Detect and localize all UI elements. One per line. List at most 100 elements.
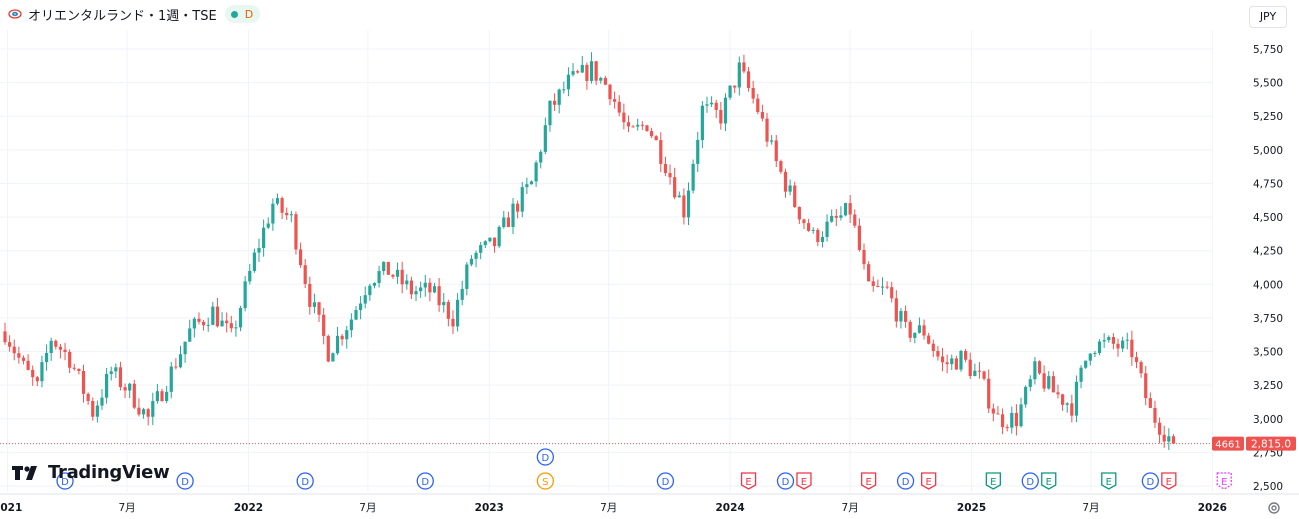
candle-body — [834, 215, 838, 218]
y-tick-label: 5,000 — [1253, 145, 1283, 157]
event-marker-d[interactable]: D — [776, 472, 795, 490]
event-marker-eg[interactable]: E — [985, 472, 1001, 490]
event-circle — [416, 472, 434, 490]
candle-body — [114, 367, 118, 372]
candle-body — [1037, 361, 1042, 374]
candle-body — [492, 237, 497, 247]
candle-body — [719, 109, 723, 124]
candle-body — [363, 295, 367, 304]
event-marker-eg[interactable]: E — [1101, 472, 1117, 490]
candle-body — [649, 131, 654, 137]
candle-body — [1000, 414, 1005, 428]
candle-body — [294, 214, 298, 250]
event-marker-ef[interactable]: E — [1216, 472, 1232, 490]
event-marker-er[interactable]: E — [860, 472, 877, 490]
candle-body — [543, 125, 547, 152]
candle-body — [862, 249, 866, 265]
event-label: D — [421, 477, 429, 488]
candle-body — [174, 366, 178, 368]
candle-body — [622, 112, 626, 123]
candle-body — [562, 89, 566, 91]
candle-body — [723, 97, 728, 124]
candle-body — [816, 229, 820, 243]
candle-body — [479, 245, 483, 253]
candle-body — [779, 161, 783, 172]
x-tick-label: 2024 — [715, 502, 744, 514]
event-marker-eg[interactable]: E — [1041, 472, 1057, 490]
event-marker-d[interactable]: D — [1141, 472, 1159, 490]
candle-body — [229, 323, 233, 329]
event-marker-d[interactable]: D — [296, 472, 314, 490]
event-marker-d[interactable]: D — [416, 472, 434, 490]
x-tick-label: 7月 — [600, 502, 617, 514]
candle-body — [109, 371, 113, 374]
candle-body — [340, 335, 344, 340]
y-tick-label: 4,250 — [1253, 246, 1283, 258]
candle-body — [899, 311, 903, 322]
candle-body — [100, 397, 104, 406]
candle-body — [1153, 407, 1157, 423]
candle-body — [280, 198, 284, 213]
candle-body — [1121, 340, 1125, 349]
candle-body — [1097, 341, 1102, 354]
candle-body — [506, 217, 510, 228]
candle-body — [880, 286, 885, 288]
event-marker-d[interactable]: D — [536, 448, 554, 466]
event-marker-er[interactable]: E — [1161, 472, 1177, 490]
candle-body — [645, 125, 649, 132]
candle-body — [1125, 339, 1129, 341]
countdown-tag — [1212, 436, 1244, 451]
candle-body — [691, 163, 695, 191]
candle-body — [756, 98, 760, 113]
candle-body — [940, 356, 945, 363]
candle-body — [760, 112, 765, 119]
currency-selector[interactable]: JPY — [1249, 6, 1287, 28]
candle-body — [566, 74, 571, 90]
candle-body — [243, 281, 247, 309]
candle-body — [345, 330, 349, 340]
candle-body — [1167, 436, 1171, 442]
event-marker-s[interactable]: S — [536, 472, 554, 490]
candle-body — [465, 264, 469, 289]
symbol-header[interactable]: オリエンタルランド・1週・TSE D — [8, 4, 261, 24]
event-marker-er[interactable]: E — [921, 472, 937, 490]
y-tick-label: 5,500 — [1253, 78, 1283, 90]
candle-body — [1107, 337, 1111, 341]
settings-gear-icon[interactable] — [1266, 500, 1282, 516]
event-marker-d[interactable]: D — [56, 472, 74, 490]
event-shield — [1161, 472, 1177, 490]
market-status-badge[interactable]: D — [224, 5, 261, 23]
candle-body — [636, 124, 640, 127]
event-circle — [1021, 472, 1039, 490]
candle-body — [262, 227, 266, 249]
candle-body — [206, 324, 210, 326]
candle-body — [275, 198, 280, 204]
candle-body — [95, 405, 99, 417]
candle-body — [913, 332, 917, 338]
candle-body — [238, 308, 243, 328]
event-marker-d[interactable]: D — [1021, 472, 1039, 490]
candle-body — [1088, 353, 1092, 361]
event-marker-er[interactable]: E — [796, 472, 812, 490]
event-label: D — [61, 477, 69, 488]
symbol-title: オリエンタルランド・1週・TSE — [28, 8, 217, 24]
event-marker-er[interactable]: E — [740, 472, 757, 490]
candle-body — [488, 237, 492, 242]
candle-body — [446, 302, 450, 319]
event-marker-d[interactable]: D — [896, 472, 915, 490]
candle-body — [220, 320, 224, 327]
candle-body — [77, 368, 81, 371]
x-tick-label: 2022 — [234, 502, 263, 514]
candle-body — [469, 258, 474, 265]
time-axis: 2021 7月 2022 7月 2023 7月 2024 7月 2025 7月 2026 — [0, 493, 1299, 514]
tradingview-logo[interactable]: TradingView — [12, 462, 170, 483]
event-marker-d[interactable]: D — [176, 472, 194, 490]
candle-body — [705, 104, 709, 106]
exchange-logo-icon — [8, 9, 22, 19]
event-circle — [536, 472, 554, 490]
candle-body — [714, 102, 718, 110]
candle-body — [215, 306, 220, 327]
event-marker-d[interactable]: D — [656, 472, 675, 490]
candle-body — [372, 282, 377, 286]
